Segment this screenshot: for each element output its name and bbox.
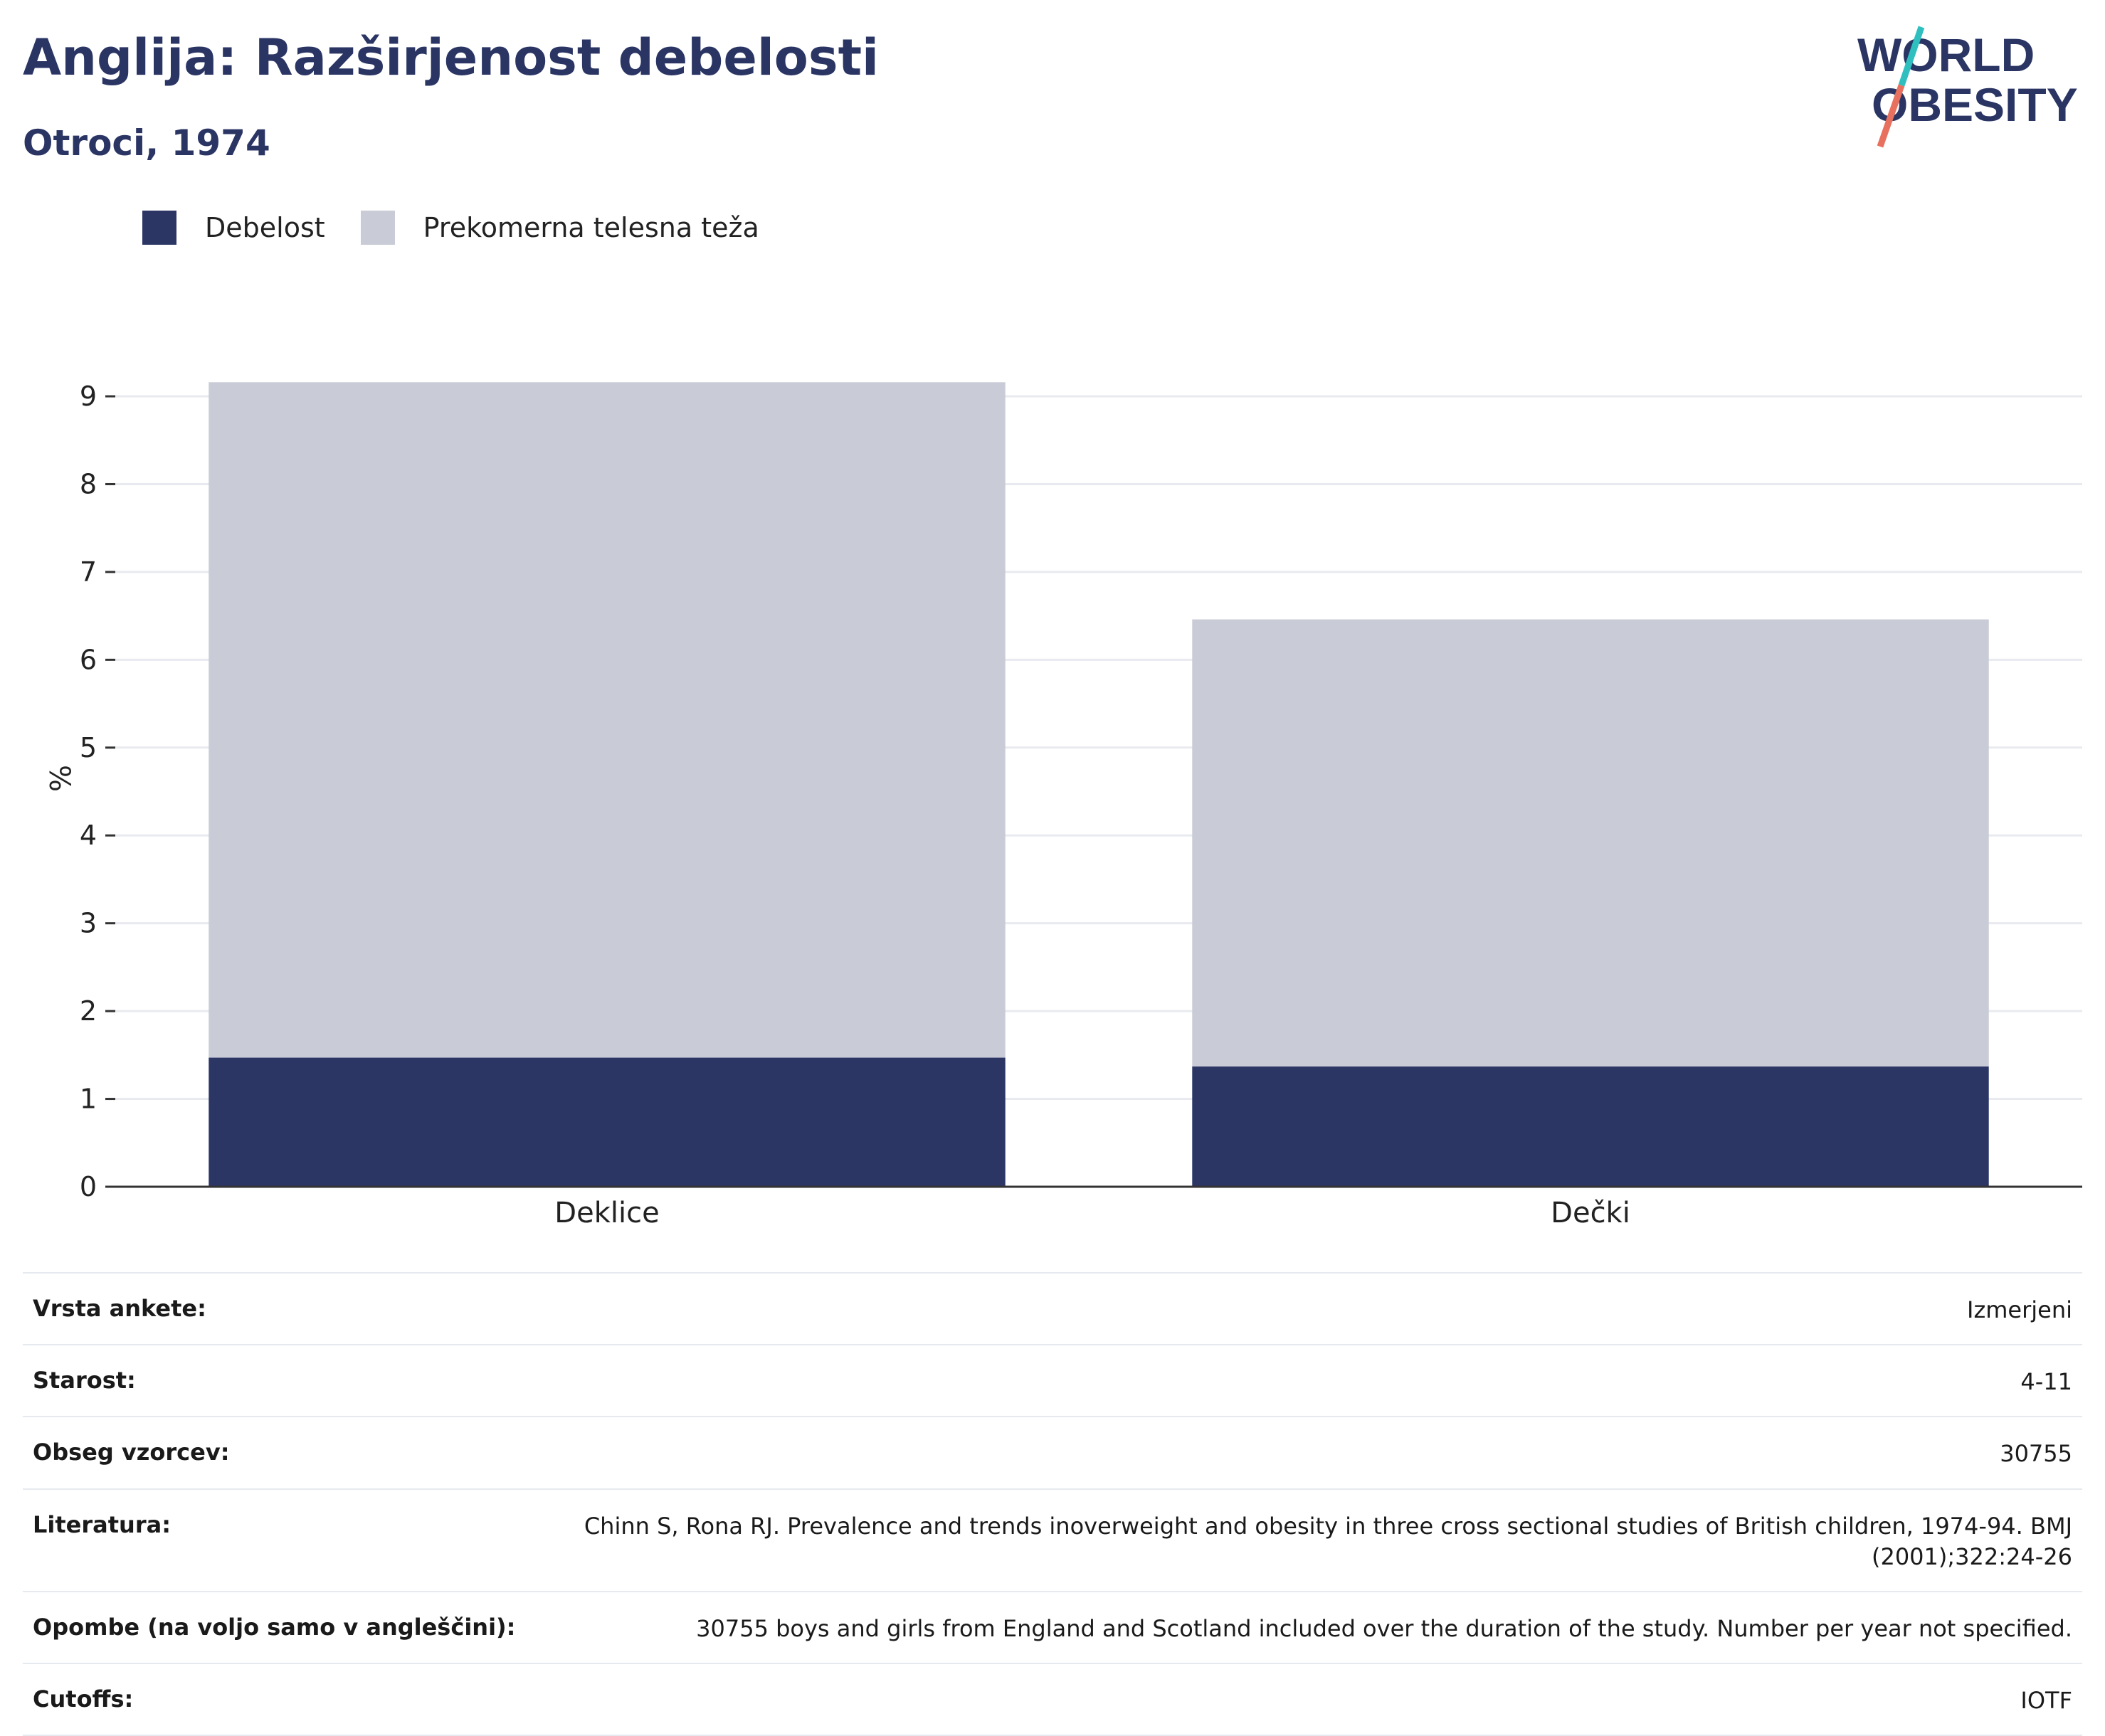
- y-tick-label: 4: [80, 820, 97, 851]
- legend-item-overweight[interactable]: Prekomerna telesna teža: [360, 211, 759, 245]
- chart-legend: Debelost Prekomerna telesna teža: [142, 211, 795, 245]
- bar-overweight-1: [1192, 619, 1989, 1067]
- y-tick-label: 1: [80, 1084, 97, 1115]
- page-subtitle: Otroci, 1974: [23, 122, 270, 164]
- legend-swatch-obesity: [142, 211, 176, 245]
- bar-chart: 0 1 2 3 4 5 6 7 8 9% Deklice Dečki: [43, 381, 2082, 1229]
- info-value: Izmerjeni: [525, 1271, 2082, 1345]
- info-label: Vrsta ankete:: [23, 1271, 526, 1345]
- legend-label-obesity: Debelost: [205, 212, 325, 243]
- page-title: Anglija: Razširjenost debelosti: [23, 28, 880, 87]
- info-row: Obseg vzorcev: 30755: [23, 1416, 2082, 1489]
- info-label: Literatura:: [23, 1488, 526, 1592]
- y-axis-label: %: [43, 765, 75, 792]
- info-row: Opombe (na voljo samo v angleščini): 3075…: [23, 1590, 2082, 1664]
- info-row: Cutoffs: IOTF: [23, 1663, 2082, 1736]
- info-value: 4-11: [525, 1344, 2082, 1417]
- info-row: Vrsta ankete: Izmerjeni: [23, 1271, 2082, 1345]
- info-value: 30755 boys and girls from England and Sc…: [525, 1590, 2082, 1664]
- info-row: Starost: 4-11: [23, 1344, 2082, 1417]
- legend-swatch-overweight: [360, 211, 395, 245]
- logo-line2: OBESITY: [1872, 78, 2078, 131]
- info-label: Starost:: [23, 1344, 526, 1417]
- logo-slash-teal: [1898, 26, 1925, 87]
- legend-label-overweight: Prekomerna telesna teža: [423, 212, 759, 243]
- info-label: Obseg vzorcev:: [23, 1416, 526, 1489]
- x-tick-label: Deklice: [554, 1197, 659, 1229]
- info-row: Literatura: Chinn S, Rona RJ. Prevalence …: [23, 1488, 2082, 1592]
- y-tick-label: 0: [80, 1171, 97, 1202]
- info-value: Chinn S, Rona RJ. Prevalence and trends …: [525, 1488, 2082, 1592]
- bar-overweight-0: [209, 382, 1006, 1058]
- y-tick-label: 3: [80, 908, 97, 939]
- info-value: 30755: [525, 1416, 2082, 1489]
- world-obesity-logo: WORLD OBESITY: [1857, 26, 2078, 148]
- logo-line1: WORLD: [1857, 28, 2035, 81]
- y-tick-label: 6: [80, 644, 97, 675]
- bar-obesity-1: [1192, 1066, 1989, 1187]
- y-tick-label: 8: [80, 468, 97, 499]
- info-value: IOTF: [525, 1663, 2082, 1736]
- y-tick-label: 2: [80, 995, 97, 1027]
- y-tick-label: 7: [80, 556, 97, 588]
- x-tick-label: Dečki: [1551, 1197, 1630, 1229]
- survey-info-table: Vrsta ankete: Izmerjeni Starost: 4-11 Obseg …: [23, 1271, 2082, 1736]
- logo-slash-coral: [1877, 84, 1905, 148]
- y-tick-label: 5: [80, 732, 97, 763]
- legend-item-obesity[interactable]: Debelost: [142, 211, 325, 245]
- info-label: Opombe (na voljo samo v angleščini):: [23, 1590, 526, 1664]
- y-tick-label: 9: [80, 381, 97, 412]
- info-label: Cutoffs:: [23, 1663, 526, 1736]
- bar-obesity-0: [209, 1057, 1006, 1187]
